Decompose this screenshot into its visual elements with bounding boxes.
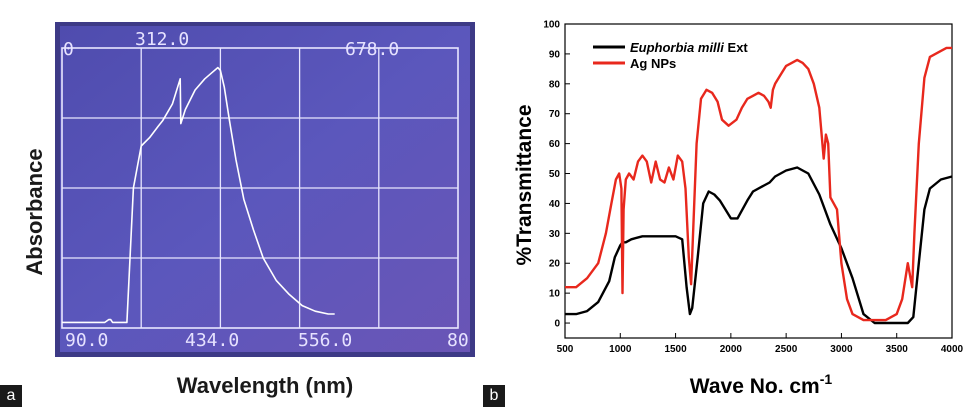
y-axis: 0 10 20 30 40 50 60 70 80 90 100 — [543, 20, 570, 330]
series-line-ag-nps — [565, 46, 952, 322]
y-tick-label: 10 — [549, 289, 561, 300]
y-tick-label: 30 — [549, 229, 561, 240]
uv-vis-panel: 0 312.0 678.0 90.0 434.0 556.0 80 Absorb… — [0, 0, 483, 407]
y-tick-label: 70 — [549, 109, 561, 120]
y-tick-label: 50 — [549, 169, 561, 180]
x-tick-label: 2500 — [775, 344, 798, 355]
x-tick-label: 2000 — [720, 344, 743, 355]
x-tick-label: 500 — [557, 344, 574, 355]
ftir-chart: 500 1000 1500 2000 2500 3000 3500 4000 0 10 20 30 4… — [513, 20, 964, 399]
bottom-tick-label: 90.0 — [65, 330, 108, 351]
bottom-right-fragment: 80 — [447, 330, 469, 351]
instrument-screen — [60, 26, 470, 352]
y-tick-label: 90 — [549, 49, 561, 60]
top-left-fragment: 0 — [63, 39, 74, 60]
x-tick-label: 3000 — [830, 344, 853, 355]
x-axis-title-main: Wave No. cm — [690, 375, 820, 398]
screen-grid — [61, 47, 459, 329]
legend-label-ag-nps: Ag NPs — [630, 56, 676, 71]
y-tick-label: 20 — [549, 259, 561, 270]
bottom-tick-label: 556.0 — [298, 330, 352, 351]
x-axis-title: Wavelength (nm) — [177, 373, 353, 398]
uv-vis-photo: 0 312.0 678.0 90.0 434.0 556.0 80 Absorb… — [22, 22, 475, 398]
x-axis-title-sup: -1 — [820, 371, 833, 387]
bottom-tick-label: 434.0 — [185, 330, 239, 351]
x-tick-label: 3500 — [886, 344, 909, 355]
top-tick-label: 312.0 — [135, 29, 189, 50]
y-axis-title: %Transmittance — [513, 104, 536, 265]
legend: Euphorbia milli Ext Ag NPs — [593, 40, 748, 71]
legend-label-euphorbia-ext: Euphorbia milli Ext — [630, 40, 748, 55]
x-axis-title: Wave No. cm-1 — [690, 371, 833, 398]
y-tick-label: 60 — [549, 139, 561, 150]
absorbance-trace — [62, 66, 335, 324]
x-tick-label: 4000 — [941, 344, 964, 355]
top-tick-label: 678.0 — [345, 39, 399, 60]
plot-frame — [564, 23, 953, 339]
panel-label-a: a — [0, 385, 22, 407]
series-line-euphorbia-ext — [565, 166, 953, 325]
y-tick-label: 80 — [549, 79, 561, 90]
y-tick-label: 100 — [543, 20, 560, 31]
ftir-panel: 500 1000 1500 2000 2500 3000 3500 4000 0 10 20 30 4… — [483, 0, 964, 407]
y-tick-label: 40 — [549, 199, 561, 210]
x-tick-label: 1500 — [664, 344, 687, 355]
x-axis: 500 1000 1500 2000 2500 3000 3500 4000 — [557, 333, 964, 355]
y-axis-title: Absorbance — [22, 148, 47, 275]
panel-label-b: b — [483, 385, 505, 407]
x-tick-label: 1000 — [609, 344, 632, 355]
y-tick-label: 0 — [554, 319, 560, 330]
